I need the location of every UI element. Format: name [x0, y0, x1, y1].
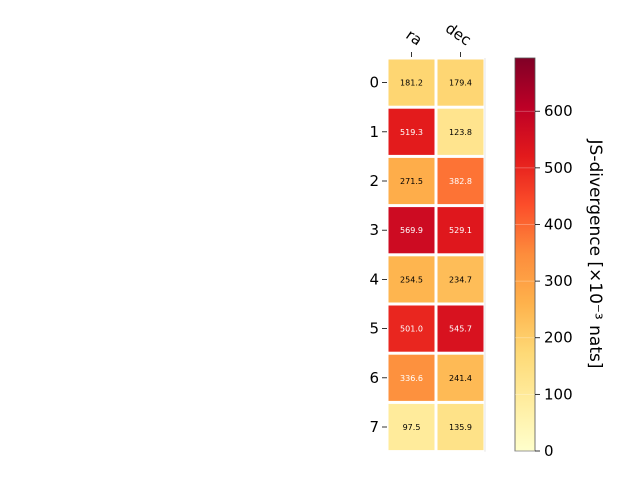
- row-label: 1: [369, 123, 379, 141]
- heatmap-cell: [388, 108, 435, 155]
- heatmap-cells-group: 181.2 179.4 519.3 123.8 271.5 382.8 569.9 529.1…: [388, 59, 484, 451]
- cell-value-label: 569.9: [400, 226, 423, 235]
- heatmap-cell: [388, 157, 435, 205]
- column-label: dec: [442, 19, 474, 49]
- row-label: 3: [369, 221, 379, 239]
- row-label: 2: [369, 172, 379, 190]
- heatmap-cell: [437, 157, 484, 205]
- cell-value-label: 123.8: [449, 128, 472, 137]
- colorbar-tick-label: 400: [544, 215, 573, 233]
- cell-value-label: 97.5: [403, 423, 421, 432]
- heatmap-cell: [437, 354, 484, 401]
- heatmap-cell: [388, 256, 435, 303]
- cell-value-label: 241.4: [449, 374, 472, 383]
- cell-value-label: 254.5: [400, 275, 423, 284]
- cell-value-label: 135.9: [449, 423, 472, 432]
- heatmap-cell: [388, 59, 435, 106]
- row-label: 5: [369, 320, 379, 338]
- heatmap-cell: [437, 207, 484, 254]
- cell-value-label: 501.0: [400, 325, 423, 334]
- heatmap-cell: [388, 403, 435, 451]
- cell-value-label: 529.1: [449, 226, 472, 235]
- row-label: 4: [369, 270, 379, 288]
- row-label: 0: [369, 74, 379, 92]
- colorbar-tick-label: 200: [544, 329, 573, 347]
- cell-value-label: 519.3: [400, 128, 423, 137]
- colorbar-tick-label: 600: [544, 102, 573, 120]
- heatmap-cell: [388, 305, 435, 352]
- colorbar-label: JS-divergence [×10⁻³ nats]: [585, 139, 605, 369]
- heatmap-cell: [388, 354, 435, 401]
- colorbar-tick-label: 300: [544, 272, 573, 290]
- heatmap-cell: [437, 403, 484, 451]
- colorbar-tick-label: 500: [544, 159, 573, 177]
- heatmap-cell: [388, 207, 435, 254]
- colorbar-tick-label: 0: [544, 442, 554, 460]
- cell-value-label: 181.2: [400, 79, 423, 88]
- cell-value-label: 234.7: [449, 275, 472, 284]
- colorbar-group: 0 100 200 300 400 500 600: [514, 57, 573, 460]
- row-label: 6: [369, 369, 379, 387]
- heatmap-cell: [437, 59, 484, 106]
- colorbar-tick-label: 100: [544, 385, 573, 403]
- column-label: ra: [403, 26, 426, 50]
- cell-value-label: 336.6: [400, 374, 423, 383]
- heatmap-cell: [437, 256, 484, 303]
- cell-value-label: 382.8: [449, 177, 472, 186]
- cell-value-label: 271.5: [400, 177, 423, 186]
- cell-value-label: 179.4: [449, 79, 472, 88]
- colorbar-gradient: [514, 57, 536, 452]
- heatmap-cell: [437, 305, 484, 352]
- cell-value-label: 545.7: [449, 325, 472, 334]
- heatmap-cell: [437, 108, 484, 155]
- row-label: 7: [369, 418, 379, 436]
